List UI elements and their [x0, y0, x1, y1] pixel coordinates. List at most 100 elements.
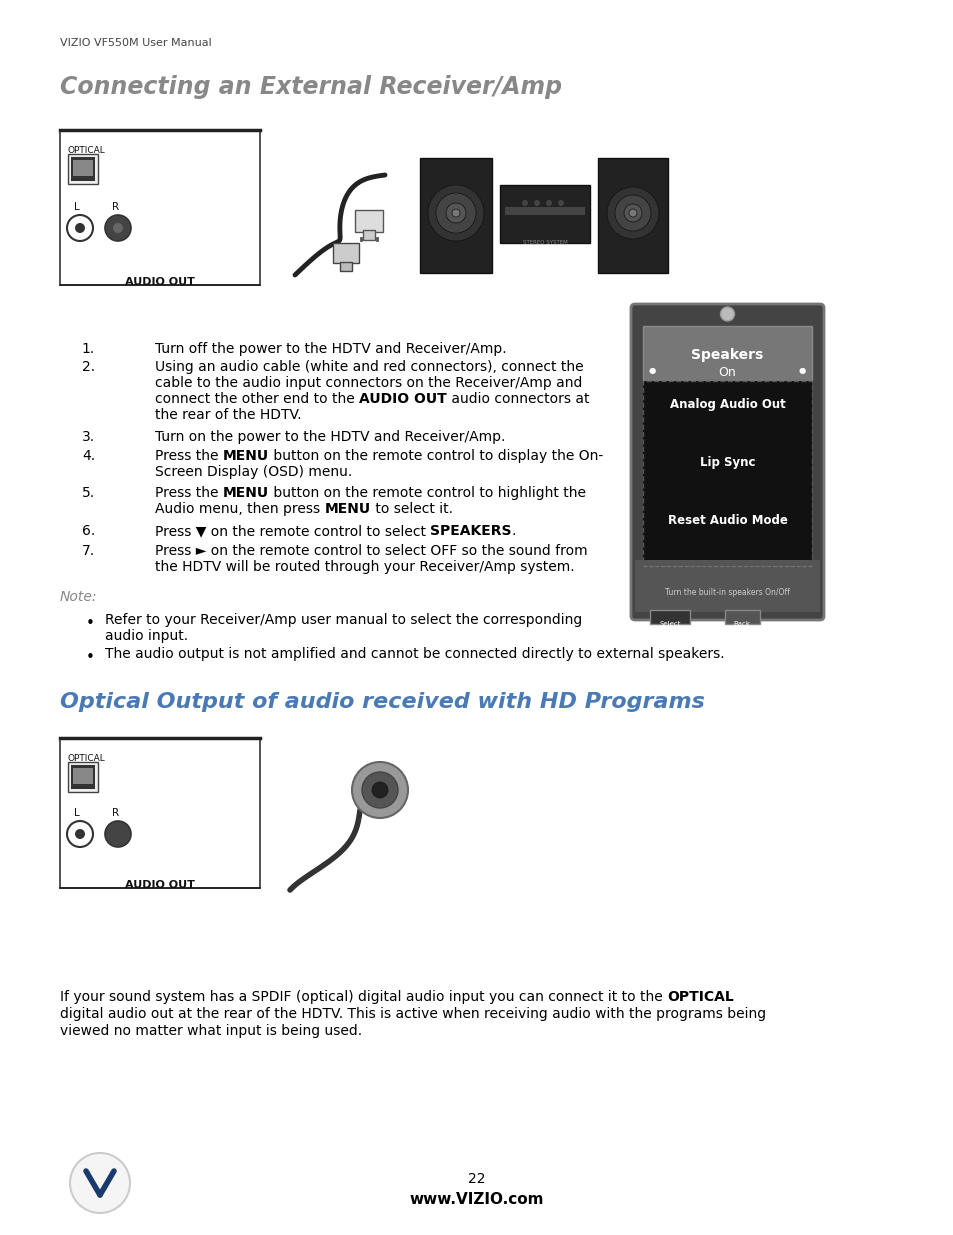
- Bar: [419, 158, 492, 273]
- Bar: [68, 762, 98, 792]
- Circle shape: [615, 195, 650, 231]
- Circle shape: [75, 224, 85, 233]
- Circle shape: [628, 209, 637, 217]
- Circle shape: [436, 193, 476, 233]
- Bar: [60, 739, 260, 888]
- Bar: [649, 610, 689, 624]
- Text: audio input.: audio input.: [105, 629, 188, 643]
- Text: 22: 22: [468, 1172, 485, 1186]
- Text: Using an audio cable (white and red connectors), connect the: Using an audio cable (white and red conn…: [154, 359, 583, 374]
- Text: digital audio out at the rear of the HDTV. This is active when receiving audio w: digital audio out at the rear of the HDT…: [60, 1007, 765, 1021]
- Circle shape: [558, 200, 563, 206]
- Bar: [73, 768, 92, 784]
- Text: AUDIO OUT: AUDIO OUT: [358, 391, 446, 406]
- Text: SPEAKERS: SPEAKERS: [430, 524, 512, 538]
- Text: R: R: [112, 203, 119, 212]
- Circle shape: [70, 1153, 130, 1213]
- Text: to select it.: to select it.: [370, 501, 452, 516]
- Bar: [642, 382, 811, 574]
- Text: button on the remote control to highlight the: button on the remote control to highligh…: [269, 487, 585, 500]
- Text: OPTICAL: OPTICAL: [666, 990, 733, 1004]
- Text: Turn off the power to the HDTV and Receiver/Amp.: Turn off the power to the HDTV and Recei…: [154, 342, 506, 356]
- Bar: [355, 210, 382, 232]
- Circle shape: [372, 782, 388, 798]
- Bar: [363, 230, 375, 240]
- Text: Analog Audio Out: Analog Audio Out: [669, 398, 784, 411]
- Bar: [68, 154, 98, 184]
- Text: Turn the built-in speakers On/Off: Turn the built-in speakers On/Off: [664, 588, 789, 597]
- Circle shape: [452, 209, 459, 217]
- Text: R: R: [112, 808, 119, 818]
- Text: www.VIZIO.com: www.VIZIO.com: [410, 1192, 543, 1207]
- Text: Note:: Note:: [60, 590, 97, 604]
- Text: 3.: 3.: [82, 430, 95, 445]
- Text: 1.: 1.: [82, 342, 95, 356]
- Text: audio connectors at: audio connectors at: [446, 391, 589, 406]
- Circle shape: [75, 829, 85, 839]
- Text: Reset Audio Mode: Reset Audio Mode: [667, 514, 786, 527]
- Bar: [71, 157, 95, 182]
- FancyBboxPatch shape: [630, 304, 823, 620]
- Circle shape: [105, 821, 131, 847]
- Text: cable to the audio input connectors on the Receiver/Amp and: cable to the audio input connectors on t…: [154, 375, 581, 390]
- Text: L: L: [74, 203, 80, 212]
- Circle shape: [623, 204, 641, 222]
- Circle shape: [105, 215, 131, 241]
- Text: Press ► on the remote control to select OFF so the sound from: Press ► on the remote control to select …: [154, 543, 587, 558]
- Text: L: L: [74, 808, 80, 818]
- Text: connect the other end to the: connect the other end to the: [154, 391, 358, 406]
- Text: 4.: 4.: [82, 450, 95, 463]
- Text: 7.: 7.: [82, 543, 95, 558]
- Circle shape: [352, 762, 408, 818]
- Text: 5.: 5.: [82, 487, 95, 500]
- Circle shape: [446, 203, 465, 224]
- Text: Press ▼ on the remote control to select: Press ▼ on the remote control to select: [154, 524, 430, 538]
- Text: Audio menu, then press: Audio menu, then press: [154, 501, 324, 516]
- Text: •: •: [86, 616, 94, 631]
- Text: MENU: MENU: [324, 501, 370, 516]
- Text: OPTICAL: OPTICAL: [68, 755, 106, 763]
- Bar: [333, 243, 358, 263]
- Text: Optical Output of audio received with HD Programs: Optical Output of audio received with HD…: [60, 692, 704, 713]
- Text: Turn on the power to the HDTV and Receiver/Amp.: Turn on the power to the HDTV and Receiv…: [154, 430, 505, 445]
- Text: Press the: Press the: [154, 487, 223, 500]
- Text: Connecting an External Receiver/Amp: Connecting an External Receiver/Amp: [60, 75, 561, 99]
- Circle shape: [545, 200, 552, 206]
- Text: Speakers: Speakers: [691, 348, 762, 362]
- Text: 2.: 2.: [82, 359, 95, 374]
- Text: VIZIO VF550M User Manual: VIZIO VF550M User Manual: [60, 38, 212, 48]
- Text: MENU: MENU: [223, 487, 269, 500]
- Bar: [504, 207, 584, 215]
- Text: Screen Display (OSD) menu.: Screen Display (OSD) menu.: [154, 466, 352, 479]
- Bar: [499, 185, 589, 243]
- Circle shape: [606, 186, 659, 240]
- Text: ●: ●: [798, 366, 805, 375]
- Bar: [642, 382, 811, 574]
- Text: Press the: Press the: [154, 450, 223, 463]
- Text: MENU: MENU: [223, 450, 269, 463]
- Text: button on the remote control to display the On-: button on the remote control to display …: [269, 450, 602, 463]
- Circle shape: [428, 185, 483, 241]
- Text: Back: Back: [733, 621, 750, 627]
- Bar: [598, 158, 667, 273]
- Text: .: .: [512, 524, 516, 538]
- Bar: [73, 161, 92, 177]
- Text: STEREO SYSTEM: STEREO SYSTEM: [522, 240, 567, 245]
- Text: 6.: 6.: [82, 524, 95, 538]
- Circle shape: [361, 772, 397, 808]
- Circle shape: [112, 224, 123, 233]
- Text: Refer to your Receiver/Amp user manual to select the corresponding: Refer to your Receiver/Amp user manual t…: [105, 613, 581, 627]
- Bar: [339, 262, 352, 270]
- Text: AUDIO OUT: AUDIO OUT: [125, 881, 194, 890]
- Text: The audio output is not amplified and cannot be connected directly to external s: The audio output is not amplified and ca…: [105, 647, 724, 661]
- Text: OPTICAL: OPTICAL: [68, 146, 106, 156]
- Bar: [642, 326, 811, 382]
- Text: the HDTV will be routed through your Receiver/Amp system.: the HDTV will be routed through your Rec…: [154, 559, 574, 574]
- Bar: [71, 764, 95, 789]
- Bar: [635, 559, 820, 613]
- Circle shape: [720, 308, 734, 321]
- Text: •: •: [86, 650, 94, 664]
- Text: ●: ●: [648, 366, 656, 375]
- Text: Select: Select: [659, 621, 680, 627]
- Circle shape: [534, 200, 539, 206]
